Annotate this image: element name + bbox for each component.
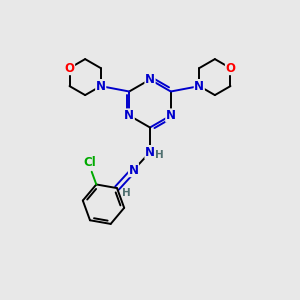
Text: H: H	[155, 150, 164, 160]
Text: O: O	[64, 61, 74, 75]
Text: N: N	[194, 80, 204, 93]
Text: N: N	[96, 80, 106, 93]
Text: O: O	[226, 61, 236, 75]
Text: H: H	[122, 188, 130, 199]
Text: N: N	[145, 73, 155, 86]
Text: Cl: Cl	[84, 156, 97, 169]
Text: N: N	[124, 109, 134, 122]
Text: N: N	[166, 109, 176, 122]
Text: N: N	[128, 164, 139, 177]
Text: N: N	[145, 146, 155, 159]
